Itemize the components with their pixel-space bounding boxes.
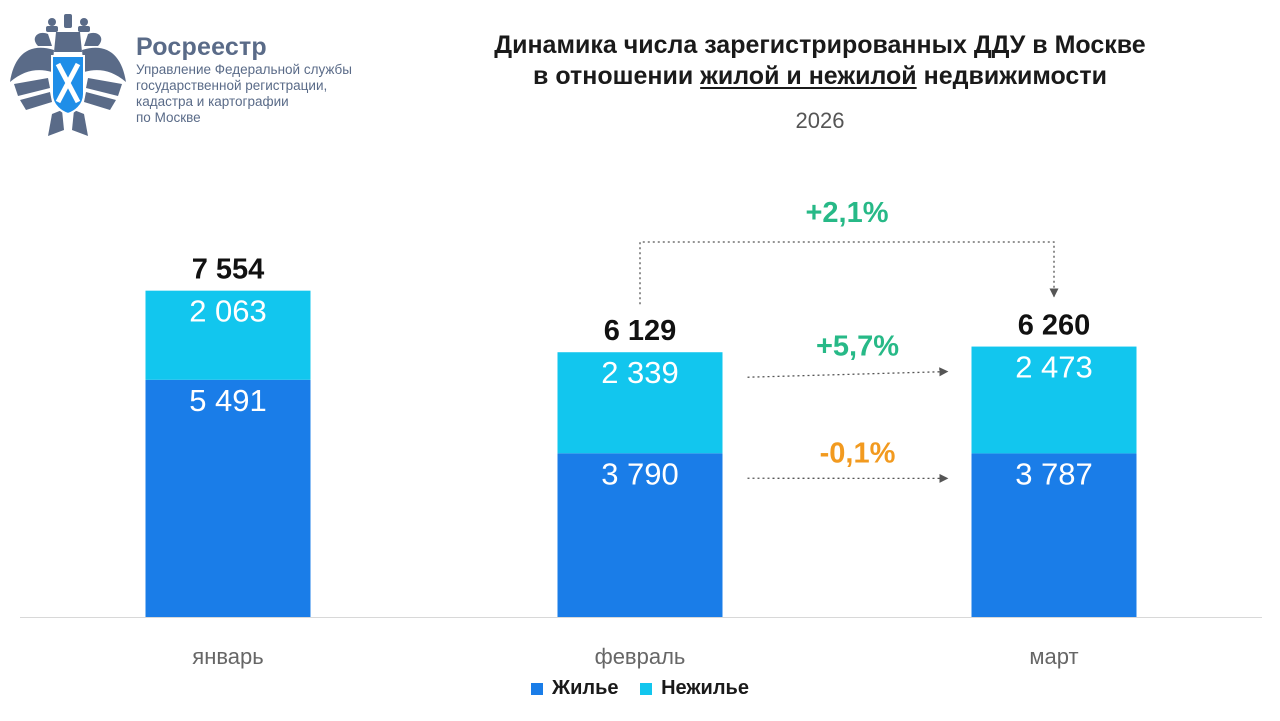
org-line-3: кадастра и картографии [136, 94, 289, 109]
legend-swatch-nonhousing [640, 682, 653, 695]
chart-title-line-2: в отношении жилой и нежилой недвижимости [330, 61, 1280, 92]
title-part-post: недвижимости [916, 62, 1107, 90]
change-label-housing: -0,1% [820, 437, 896, 469]
org-block: Росреестр Управление Федеральной службы … [136, 32, 352, 126]
bar-housing-1 [145, 379, 311, 617]
bar-nonhousing-2 [557, 352, 723, 454]
legend-label-housing: Жилье [552, 677, 619, 699]
value-label-nonhousing-3: 2 473 [1015, 350, 1093, 385]
total-label-2: 6 129 [604, 315, 677, 347]
total-label-1: 7 554 [192, 254, 265, 286]
arrow-total-change [639, 241, 1059, 305]
category-label-3: март [1029, 644, 1078, 669]
bar-nonhousing-1 [145, 290, 311, 380]
value-label-nonhousing-2: 2 339 [601, 355, 679, 390]
value-label-housing-2: 3 790 [601, 456, 679, 491]
org-line-4: по Москве [136, 110, 201, 125]
title-part-underlined: жилой и нежилой [700, 62, 917, 90]
category-label-2: февраль [595, 644, 686, 669]
value-label-nonhousing-1: 2 063 [189, 294, 267, 329]
bar-nonhousing-3 [971, 346, 1137, 454]
org-line-1: Управление Федеральной службы [136, 62, 352, 77]
org-line-2: государственной регистрации, [136, 78, 328, 93]
legend-swatch-housing [531, 682, 544, 695]
rosreestr-emblem-icon [10, 14, 126, 136]
bar-housing-2 [557, 453, 723, 617]
legend-item-nonhousing: Нежилье [640, 677, 749, 700]
value-label-housing-1: 5 491 [189, 383, 267, 418]
total-label-3: 6 260 [1018, 310, 1091, 342]
category-label-1: январь [192, 644, 263, 669]
chart-subtitle-year: 2026 [795, 108, 845, 133]
org-name: Росреестр [136, 33, 267, 61]
change-label-nonhousing: +5,7% [816, 331, 899, 363]
chart-title-line-1: Динамика числа зарегистрированных ДДУ в … [494, 31, 1146, 59]
chart-legend: Жилье Нежилье [0, 677, 1280, 701]
title-part-pre: в отношении [533, 62, 701, 90]
legend-item-housing: Жилье [531, 677, 619, 700]
value-label-housing-3: 3 787 [1015, 456, 1093, 491]
legend-label-nonhousing: Нежилье [661, 677, 749, 699]
arrow-nonhousing-change [747, 367, 949, 378]
change-label-total: +2,1% [805, 197, 888, 229]
bar-housing-3 [971, 453, 1137, 617]
chart-title: Динамика числа зарегистрированных ДДУ в … [330, 30, 1280, 92]
